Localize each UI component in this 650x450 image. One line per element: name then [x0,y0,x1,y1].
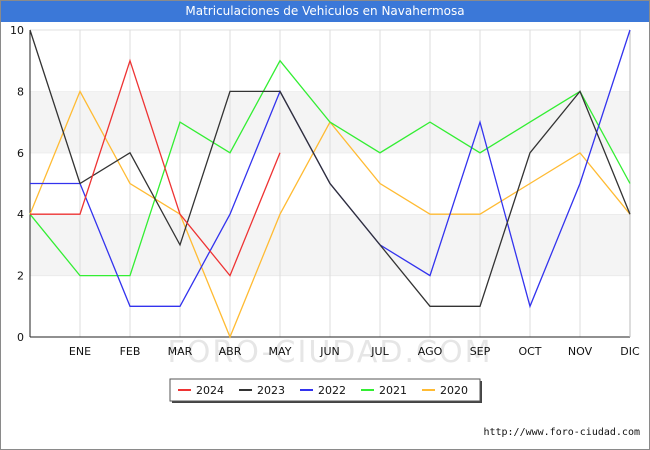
legend-label-2022: 2022 [318,384,346,397]
y-tick-label: 0 [17,331,24,344]
x-tick-label: JUL [370,345,389,358]
x-tick-label: DIC [620,345,640,358]
watermark-text: FORO-CIUDAD.COM [168,335,493,370]
x-tick-label: JUN [319,345,340,358]
y-tick-label: 10 [10,24,24,37]
y-tick-label: 2 [17,270,24,283]
legend-label-2023: 2023 [257,384,285,397]
series-lines [29,29,631,339]
chart-title: Matriculaciones de Vehiculos en Navaherm… [1,1,649,22]
y-tick-label: 4 [17,208,24,221]
legend-label-2024: 2024 [196,384,224,397]
x-tick-label: FEB [120,345,141,358]
x-tick-label: SEP [470,345,491,358]
x-tick-label: NOV [568,345,593,358]
y-tick-labels: 0 2 4 6 8 10 [10,24,24,344]
x-tick-label: MAY [269,345,292,358]
x-tick-label: ENE [69,345,91,358]
source-url: http://www.foro-ciudad.com [483,427,640,438]
x-tick-label: ABR [219,345,242,358]
legend-label-2021: 2021 [379,384,407,397]
x-tick-labels: ENE FEB MAR ABR MAY JUN JUL AGO SEP OCT NOV DIC [69,345,640,358]
x-tick-label: MAR [168,345,193,358]
series-line-2021 [29,59,631,277]
y-tick-label: 6 [17,147,24,160]
legend-box [169,378,481,402]
series-line-2024 [30,58,281,277]
x-tick-label: OCT [518,345,541,358]
series-line-2023 [29,29,631,307]
legend-label-2020: 2020 [440,384,468,397]
legend: 2024 2023 2022 2021 2020 [169,378,482,403]
y-tick-label: 8 [17,85,24,98]
x-tick-label: AGO [418,345,443,358]
